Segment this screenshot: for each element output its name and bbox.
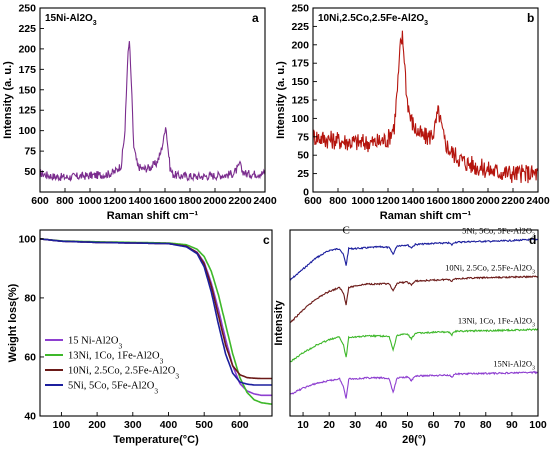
x-tick-label: 50 [402,419,414,431]
legend-label-15-ni-al2o3: 15 Ni-Al2O3 [68,336,122,351]
x-axis-title: Raman shift cm⁻¹ [107,210,199,222]
panel-title: 15Ni-Al2O3 [45,13,97,27]
x-tick-label: 2200 [228,195,252,207]
x-tick-label: 1400 [128,195,152,207]
x-tick-label: 80 [480,419,492,431]
panel-letter: c [263,233,270,247]
x-tick-label: 800 [56,195,74,207]
x-tick-label: 20 [323,419,335,431]
y-axis-title: Intensity (a. u.) [275,61,287,139]
x-tick-label: 600 [231,419,249,431]
x-tick-label: 1600 [153,195,177,207]
series-line-b [313,30,538,184]
series-label-13ni-1co-1fe-al2o3: 13Ni, 1Co, 1Fe-Al2O3 [458,316,535,329]
y-tick-label: 150 [291,76,309,88]
x-tick-label: 400 [160,419,178,431]
series-label-10ni-2-5co-2-5fe-al2o3: 10Ni, 2.5Co, 2.5Fe-Al2O3 [445,263,535,276]
x-tick-label: 600 [31,195,49,207]
y-tick-label: 175 [291,58,309,70]
x-tick-label: 70 [454,419,466,431]
x-tick-label: 2000 [476,195,500,207]
panel-d: 10 20 30 40 50 60 70 80 90 100 2θ(°) Intensity d5Ni,… [273,224,547,446]
series-line-5ni-5co-5fe-al2o3 [40,238,272,386]
y-tick-label: 40 [24,411,36,423]
panel-b: 600 800 1000 1200 1400 1600 1800 2000 2200 2400 0 2… [275,3,550,223]
legend-label-5ni-5co-5fe-al2o3: 5Ni, 5Co, 5Fe-Al2O3 [68,381,158,396]
x-tick-label: 90 [506,419,518,431]
y-tick-label: 50 [24,166,36,178]
y-tick-label: 75 [24,146,36,158]
x-axis-title: 2θ(°) [402,434,426,446]
x-tick-label: 1600 [426,195,450,207]
panel-c: 100 200 300 400 500 600 40 60 80 100 Temperature(°… [7,229,273,446]
y-tick-label: 75 [297,131,309,143]
x-axis-title: Raman shift cm⁻¹ [380,210,472,222]
x-tick-label: 10 [297,419,309,431]
series-line-5ni-5co-5fe-al2o3 [290,238,538,281]
x-tick-label: 2400 [526,195,550,207]
panel-title: 10Ni,2.5Co,2.5Fe-Al2O3 [318,13,428,27]
y-tick-label: 0 [303,187,309,199]
x-tick-label: 1200 [103,195,127,207]
x-tick-label: 1400 [401,195,425,207]
series-label-15ni-al2o3: 15Ni-Al2O3 [493,358,535,371]
legend-label-13ni-1co-1fe-al2o3: 13Ni, 1Co, 1Fe-Al2O3 [68,351,164,366]
peak-label: C [342,224,349,236]
y-tick-label: 225 [18,23,36,35]
plot-frame [39,229,273,417]
plot-frame [289,229,539,417]
x-axis-title: Temperature(°C) [113,434,199,446]
x-tick-label: 2000 [203,195,227,207]
y-tick-label: 250 [18,3,36,15]
y-tick-label: 200 [18,43,36,55]
series-line-10ni-2-5co-2-5fe-al2o3 [290,275,538,323]
panel-a: 600 800 1000 1200 1400 1600 1800 2000 2200 2400 50… [2,3,277,223]
x-tick-label: 40 [376,419,388,431]
x-tick-label: 60 [428,419,440,431]
x-tick-label: 1800 [451,195,475,207]
x-tick-label: 100 [53,419,71,431]
y-tick-label: 225 [291,21,309,33]
y-tick-label: 100 [18,233,36,245]
y-tick-label: 100 [18,125,36,137]
x-tick-label: 30 [349,419,361,431]
series-line-15ni-al2o3 [290,370,538,399]
x-tick-label: 2200 [501,195,525,207]
x-tick-label: 600 [304,195,322,207]
plot-frame [312,7,539,193]
y-tick-label: 80 [24,292,36,304]
x-tick-label: 100 [529,419,547,431]
series-line-13ni-1co-1fe-al2o3 [290,328,538,363]
x-tick-label: 2400 [253,195,277,207]
y-axis-title: Weight loss(%) [7,283,19,362]
x-tick-label: 800 [329,195,347,207]
series-label-5ni-5co-5fe-al2o3: 5Ni, 5Co, 5Fe-Al2O3 [462,225,535,238]
x-tick-label: 1800 [178,195,202,207]
x-tick-label: 1000 [351,195,375,207]
x-tick-label: 500 [195,419,213,431]
panel-letter: d [529,233,536,247]
y-axis-title: Intensity [273,300,285,346]
y-tick-label: 100 [291,113,309,125]
panel-letter: a [252,11,259,25]
panel-letter: b [527,11,534,25]
x-tick-label: 1200 [376,195,400,207]
y-tick-label: 175 [18,64,36,76]
y-tick-label: 200 [291,39,309,51]
y-tick-label: 25 [297,168,309,180]
y-tick-label: 125 [291,95,309,107]
legend-label-10ni-2-5co-2-5fe-al2o3: 10Ni, 2.5Co, 2.5Fe-Al2O3 [68,366,179,381]
plot-frame [39,7,266,193]
y-tick-label: 125 [18,105,36,117]
y-axis-title: Intensity (a. u.) [2,61,14,139]
y-tick-label: 50 [297,150,309,162]
y-tick-label: 60 [24,351,36,363]
x-tick-label: 200 [88,419,106,431]
series-line-a [40,41,265,182]
y-tick-label: 250 [291,3,309,15]
x-tick-label: 300 [124,419,142,431]
x-tick-label: 1000 [78,195,102,207]
y-tick-label: 150 [18,84,36,96]
